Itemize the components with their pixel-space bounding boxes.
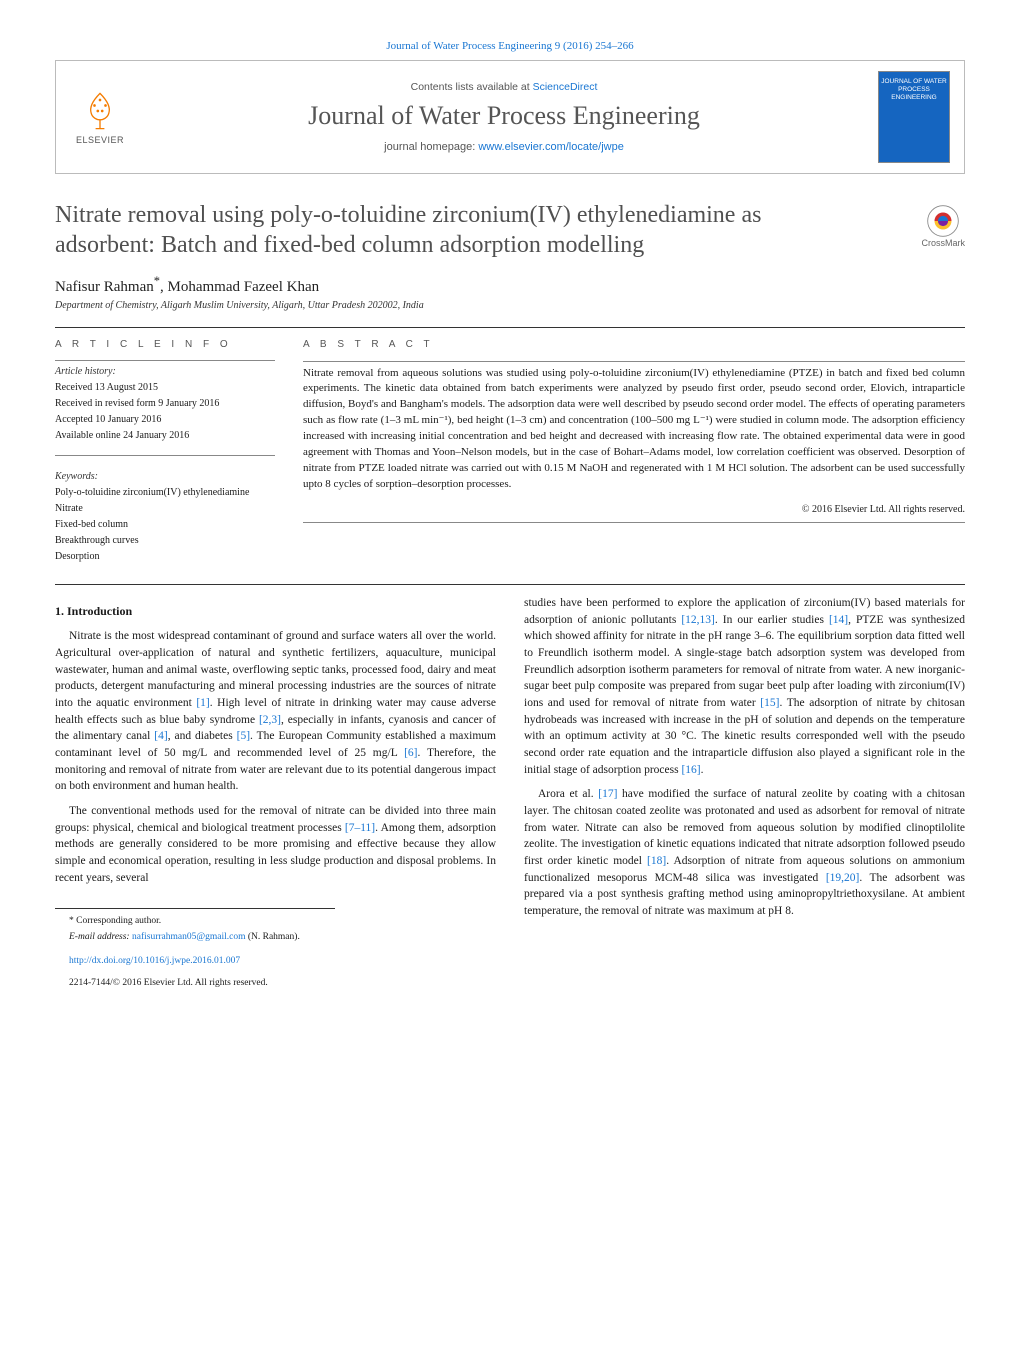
email-label: E-mail address: <box>69 932 132 942</box>
history-received: Received 13 August 2015 <box>55 381 275 395</box>
info-abstract-row: A R T I C L E I N F O Article history: R… <box>55 338 965 566</box>
corr-author-label: * Corresponding author. <box>55 915 335 929</box>
body-columns: 1. Introduction Nitrate is the most wide… <box>55 595 965 999</box>
rule <box>55 455 275 456</box>
p3-text: studies have been performed to explore t… <box>524 597 965 776</box>
doi-block: http://dx.doi.org/10.1016/j.jwpe.2016.01… <box>55 955 496 991</box>
article-info-heading: A R T I C L E I N F O <box>55 338 275 352</box>
journal-homepage: journal homepage: www.elsevier.com/locat… <box>130 141 878 153</box>
article-info-column: A R T I C L E I N F O Article history: R… <box>55 338 275 566</box>
body-paragraph: The conventional methods used for the re… <box>55 803 496 886</box>
rule <box>55 360 275 361</box>
author-corresponding: Nafisur Rahman <box>55 279 154 295</box>
authors-line: Nafisur Rahman*, Mohammad Fazeel Khan <box>55 274 965 296</box>
contents-prefix: Contents lists available at <box>411 81 533 93</box>
history-revised: Received in revised form 9 January 2016 <box>55 397 275 411</box>
p4-text: Arora et al. [17] have modified the surf… <box>524 788 965 917</box>
elsevier-tree-icon <box>78 89 122 133</box>
abstract-column: A B S T R A C T Nitrate removal from aqu… <box>303 338 965 566</box>
homepage-link[interactable]: www.elsevier.com/locate/jwpe <box>478 141 624 153</box>
section-heading-intro: 1. Introduction <box>55 603 496 620</box>
journal-header-box: ELSEVIER Contents lists available at Sci… <box>55 60 965 174</box>
body-paragraph: Arora et al. [17] have modified the surf… <box>524 786 965 919</box>
p2-text: The conventional methods used for the re… <box>55 805 496 884</box>
history-online: Available online 24 January 2016 <box>55 429 275 443</box>
corr-email-line: E-mail address: nafisurrahman05@gmail.co… <box>55 931 335 945</box>
keyword: Poly-o-toluidine zirconium(IV) ethylened… <box>55 486 275 500</box>
publisher-logo: ELSEVIER <box>70 89 130 145</box>
keyword: Breakthrough curves <box>55 534 275 548</box>
p1-text: Nitrate is the most widespread contamina… <box>55 630 496 792</box>
publisher-name: ELSEVIER <box>76 135 124 145</box>
author-rest: , Mohammad Fazeel Khan <box>160 279 319 295</box>
keyword: Fixed-bed column <box>55 518 275 532</box>
crossmark-badge[interactable]: CrossMark <box>921 204 965 248</box>
rule <box>303 361 965 362</box>
header-center: Contents lists available at ScienceDirec… <box>130 81 878 153</box>
corr-email-link[interactable]: nafisurrahman05@gmail.com <box>132 932 245 942</box>
body-paragraph: studies have been performed to explore t… <box>524 595 965 778</box>
top-citation-link[interactable]: Journal of Water Process Engineering 9 (… <box>386 40 633 52</box>
keywords-label: Keywords: <box>55 470 275 484</box>
body-paragraph: Nitrate is the most widespread contamina… <box>55 628 496 795</box>
abstract-heading: A B S T R A C T <box>303 338 965 353</box>
crossmark-label: CrossMark <box>921 238 965 248</box>
journal-cover-label: JOURNAL OF WATER PROCESS ENGINEERING <box>879 78 949 101</box>
journal-name: Journal of Water Process Engineering <box>130 101 878 131</box>
crossmark-icon <box>926 204 960 238</box>
article-title: Nitrate removal using poly-o-toluidine z… <box>55 200 815 260</box>
rule <box>55 584 965 585</box>
corresponding-footer: * Corresponding author. E-mail address: … <box>55 908 335 945</box>
rule <box>55 327 965 328</box>
contents-line: Contents lists available at ScienceDirec… <box>130 81 878 93</box>
history-label: Article history: <box>55 365 275 379</box>
issn-line: 2214-7144/© 2016 Elsevier Ltd. All right… <box>55 977 496 991</box>
rule <box>303 522 965 523</box>
doi-link[interactable]: http://dx.doi.org/10.1016/j.jwpe.2016.01… <box>69 956 240 966</box>
keyword: Desorption <box>55 550 275 564</box>
sciencedirect-link[interactable]: ScienceDirect <box>533 81 598 93</box>
affiliation: Department of Chemistry, Aligarh Muslim … <box>55 300 965 311</box>
keyword: Nitrate <box>55 502 275 516</box>
abstract-copyright: © 2016 Elsevier Ltd. All rights reserved… <box>303 503 965 518</box>
journal-cover-thumb: JOURNAL OF WATER PROCESS ENGINEERING <box>878 71 950 163</box>
email-suffix: (N. Rahman). <box>245 932 299 942</box>
history-accepted: Accepted 10 January 2016 <box>55 413 275 427</box>
homepage-prefix: journal homepage: <box>384 141 478 153</box>
top-citation: Journal of Water Process Engineering 9 (… <box>55 40 965 52</box>
keywords-block: Keywords: Poly-o-toluidine zirconium(IV)… <box>55 470 275 564</box>
abstract-text: Nitrate removal from aqueous solutions w… <box>303 366 965 494</box>
